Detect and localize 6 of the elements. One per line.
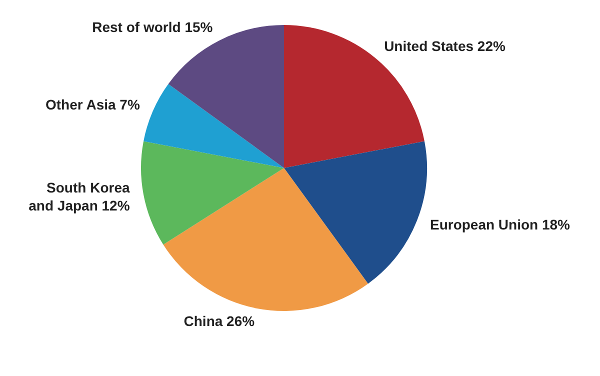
slice-label: United States 22%: [384, 38, 506, 54]
slice-label: South Korea and Japan 12%: [28, 179, 130, 214]
slice-label: European Union 18%: [430, 216, 571, 233]
slice-label: Other Asia 7%: [46, 96, 140, 113]
slice-label: Rest of world 15%: [92, 18, 214, 35]
slice-label: China 26%: [184, 313, 256, 330]
